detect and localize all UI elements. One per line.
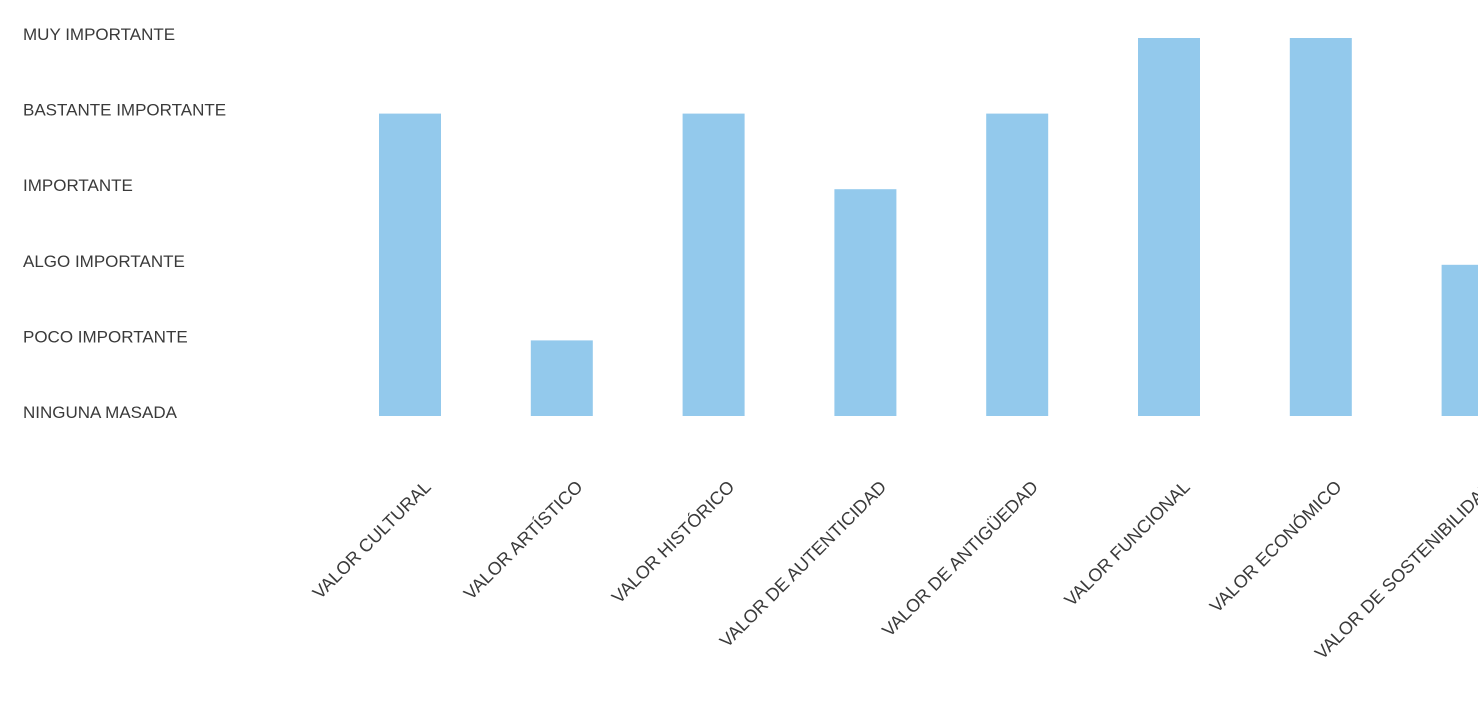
bar — [530, 340, 593, 416]
x-tick-label: VALOR HISTÓRICO — [607, 476, 738, 607]
x-tick-label: VALOR DE ANTIGÜEDAD — [878, 477, 1042, 641]
bar — [1289, 38, 1352, 416]
x-axis-tick-labels: VALOR CULTURAL VALOR ARTÍSTICO VALOR HISTÓ… — [309, 476, 1478, 663]
y-tick-label: NINGUNA MASADA — [23, 403, 178, 422]
y-tick-label: BASTANTE IMPORTANTE — [23, 101, 226, 120]
x-tick-label: VALOR DE AUTENTICIDAD — [716, 477, 890, 651]
bar — [834, 189, 897, 416]
x-tick-label: VALOR DE SOSTENIBILIDAD — [1311, 477, 1478, 663]
y-tick-label: POCO IMPORTANTE — [23, 327, 188, 346]
x-tick-label: VALOR CULTURAL — [309, 477, 435, 603]
bar — [986, 113, 1049, 416]
bar — [682, 113, 745, 416]
bars — [379, 38, 1478, 416]
bar — [1138, 38, 1200, 416]
bar — [1441, 264, 1478, 416]
y-axis-tick-labels: NINGUNA MASADA POCO IMPORTANTE ALGO IMPORT… — [23, 25, 226, 422]
x-tick-label: VALOR ECONÓMICO — [1205, 476, 1346, 617]
x-tick-label: VALOR FUNCIONAL — [1060, 477, 1193, 610]
x-tick-label: VALOR ARTÍSTICO — [460, 477, 587, 604]
bar — [379, 113, 441, 416]
y-tick-label: ALGO IMPORTANTE — [23, 252, 185, 271]
y-tick-label: MUY IMPORTANTE — [23, 25, 175, 44]
y-tick-label: IMPORTANTE — [23, 176, 133, 195]
